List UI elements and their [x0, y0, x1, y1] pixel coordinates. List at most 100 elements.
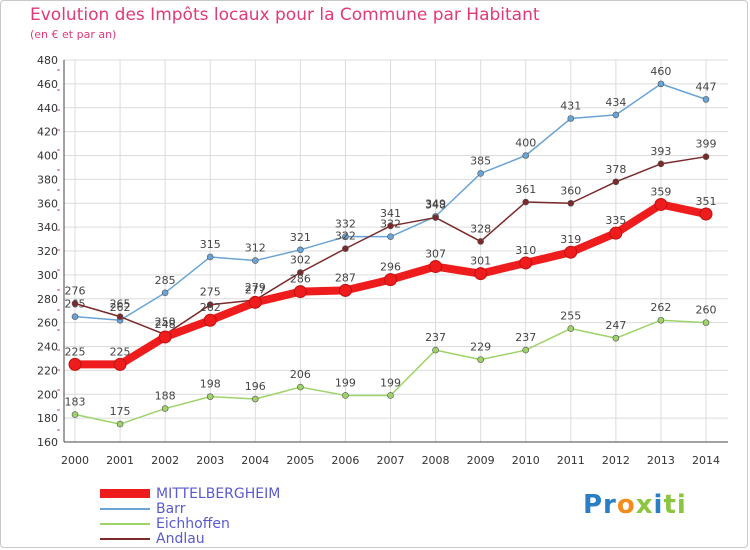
- data-label: 262: [200, 301, 221, 314]
- data-label: 307: [425, 248, 446, 261]
- data-point: [342, 392, 349, 399]
- data-point: [564, 245, 578, 259]
- data-label: 385: [470, 154, 491, 167]
- data-label: 199: [335, 376, 356, 389]
- x-tick-label: 2009: [467, 454, 495, 467]
- data-label: 247: [605, 319, 626, 332]
- legend-item-mittelbergheim: MITTELBERGHEIM: [100, 485, 281, 502]
- y-tick-label: 460: [37, 78, 58, 91]
- data-point: [477, 238, 484, 245]
- data-point: [612, 178, 620, 186]
- y-tick-label: 440: [37, 102, 58, 115]
- x-tick-label: 2007: [377, 454, 405, 467]
- legend-item-barr: Barr: [100, 500, 280, 517]
- data-point: [699, 207, 713, 221]
- data-label: 378: [605, 163, 626, 176]
- y-tick-label: 160: [37, 436, 58, 449]
- data-point: [248, 295, 262, 309]
- y-tick-label: 480: [37, 54, 58, 67]
- data-point: [206, 393, 214, 400]
- legend-label: Andlau: [156, 530, 205, 547]
- data-point: [429, 260, 443, 274]
- data-point: [338, 283, 352, 297]
- data-point: [206, 253, 214, 261]
- logo-part: ti: [663, 490, 687, 520]
- data-point: [657, 80, 665, 88]
- x-tick-label: 2002: [151, 454, 179, 467]
- x-tick-label: 2014: [692, 454, 720, 467]
- x-tick-label: 2001: [106, 454, 134, 467]
- x-tick-label: 2008: [422, 454, 450, 467]
- data-point: [567, 325, 575, 332]
- data-point: [432, 346, 439, 354]
- data-point: [203, 313, 217, 327]
- data-point: [702, 153, 710, 160]
- data-point: [116, 420, 124, 428]
- legend-swatch: [100, 522, 150, 525]
- data-point: [251, 395, 259, 403]
- data-point: [519, 256, 533, 270]
- y-tick-label: 340: [37, 221, 58, 234]
- x-tick-label: 2006: [331, 454, 359, 467]
- data-label: 360: [560, 184, 581, 197]
- data-label: 310: [515, 244, 536, 257]
- data-point: [116, 313, 124, 320]
- data-point: [297, 269, 304, 276]
- data-label: 175: [110, 405, 131, 418]
- x-tick-label: 2010: [512, 454, 540, 467]
- y-tick-label: 220: [37, 364, 58, 377]
- data-point: [342, 233, 349, 240]
- y-tick-label: 180: [37, 412, 58, 425]
- y-tick-label: 280: [37, 293, 58, 306]
- logo-part: Pr: [583, 490, 617, 520]
- data-label: 341: [380, 207, 401, 220]
- data-point: [384, 273, 397, 287]
- data-label: 262: [110, 301, 131, 314]
- data-label: 351: [696, 195, 717, 208]
- y-tick-label: 360: [37, 197, 58, 210]
- data-label: 286: [290, 273, 311, 286]
- data-label: 287: [335, 271, 356, 284]
- legend-label: Eichhoffen: [156, 515, 230, 532]
- data-label: 321: [290, 231, 311, 244]
- data-point: [432, 214, 439, 221]
- data-point: [387, 233, 394, 240]
- data-label: 262: [650, 301, 671, 314]
- data-label: 225: [110, 345, 131, 358]
- data-point: [297, 246, 304, 254]
- data-point: [342, 245, 349, 252]
- y-tick-label: 380: [37, 173, 58, 186]
- x-tick-label: 2013: [647, 454, 675, 467]
- data-label: 277: [245, 283, 266, 296]
- data-label: 275: [200, 286, 221, 299]
- data-label: 265: [110, 298, 131, 311]
- data-label: 237: [425, 331, 446, 344]
- y-tick-label: 200: [37, 388, 58, 401]
- data-label: 206: [290, 368, 311, 381]
- data-point: [158, 330, 172, 344]
- data-label: 302: [290, 253, 311, 266]
- data-label: 229: [470, 341, 491, 354]
- x-tick-label: 2004: [241, 454, 269, 467]
- legend-item-eichhoffen: Eichhoffen: [100, 515, 280, 532]
- y-tick-label: 260: [37, 317, 58, 330]
- data-point: [387, 222, 394, 230]
- data-point: [612, 334, 620, 342]
- data-label: 447: [696, 80, 717, 93]
- data-label: 296: [380, 261, 401, 274]
- chart-subtitle: (en € et par an): [30, 28, 117, 41]
- legend-label: MITTELBERGHEIM: [156, 485, 281, 502]
- legend-swatch: [100, 489, 150, 498]
- data-label: 393: [650, 145, 671, 158]
- data-point: [477, 170, 484, 177]
- data-point: [71, 313, 79, 320]
- data-point: [113, 357, 127, 371]
- chart-legend: MITTELBERGHEIM Barr Eichhoffen Andlau: [100, 485, 281, 547]
- data-point: [609, 226, 623, 240]
- legend-label: Barr: [156, 500, 186, 517]
- data-point: [612, 111, 620, 119]
- data-label: 460: [650, 65, 671, 78]
- legend-swatch: [100, 507, 150, 510]
